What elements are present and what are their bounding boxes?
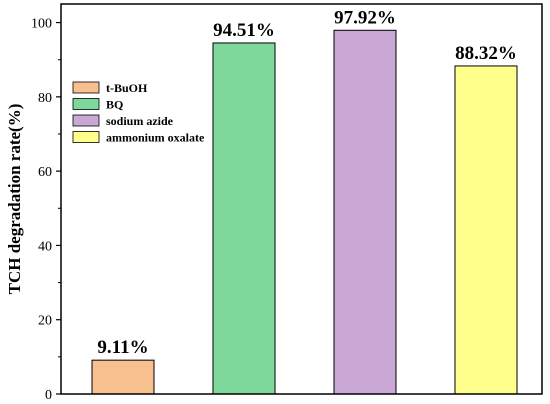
legend-label: sodium azide [106, 114, 174, 128]
y-tick-label: 80 [38, 91, 52, 106]
data-labels: 9.11% 94.51% 97.92% 88.32% [97, 7, 516, 358]
legend-swatch [72, 114, 100, 127]
y-tick-label: 20 [38, 314, 52, 329]
bars [91, 29, 518, 395]
plot-frame [60, 3, 543, 395]
legend-label: BQ [106, 98, 123, 112]
bar-t-buoh [91, 359, 155, 395]
legend: t-BuOH BQ sodium azide ammonium oxalate [72, 81, 205, 145]
data-label: 94.51% [213, 20, 275, 41]
legend-label: ammonium oxalate [106, 131, 205, 145]
legend-swatch [72, 131, 100, 143]
bar-ammonium-oxalate [454, 65, 518, 395]
y-tick-label: 100 [31, 17, 52, 32]
bar-sodium-azide [333, 29, 397, 395]
y-tick-label: 60 [38, 165, 52, 180]
legend-label: t-BuOH [106, 81, 148, 95]
data-label: 97.92% [334, 7, 396, 28]
y-tick-label: 40 [38, 239, 52, 254]
y-axis-ticks: 0 20 40 60 80 100 [31, 17, 61, 403]
legend-swatch [72, 98, 100, 110]
y-tick-label: 0 [45, 388, 52, 403]
legend-swatch [72, 81, 100, 94]
bar-bq [212, 42, 276, 395]
data-label: 88.32% [455, 43, 517, 64]
y-axis-title: TCH degradation rate(%) [5, 104, 24, 295]
data-label: 9.11% [97, 337, 148, 358]
